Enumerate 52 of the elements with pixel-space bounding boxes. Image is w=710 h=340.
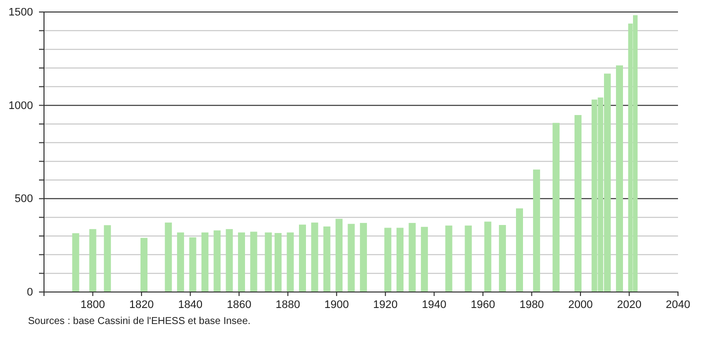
x-tick-label: 1920 bbox=[373, 298, 398, 311]
x-tick-label: 1840 bbox=[178, 298, 203, 311]
x-tick-label: 2040 bbox=[666, 298, 690, 311]
x-tick-label: 2020 bbox=[616, 298, 642, 311]
bar bbox=[464, 226, 472, 292]
bar bbox=[552, 122, 560, 292]
source-note: Sources : base Cassini de l'EHESS et base Insee. bbox=[28, 316, 251, 327]
bar bbox=[177, 232, 184, 292]
y-tick-label: 0 bbox=[26, 286, 33, 299]
bar bbox=[445, 226, 452, 292]
bar bbox=[104, 225, 111, 292]
x-tick-label: 1880 bbox=[276, 298, 300, 311]
bar bbox=[323, 226, 330, 292]
y-tick-label: 1500 bbox=[8, 6, 33, 19]
bar bbox=[396, 228, 404, 292]
bar bbox=[238, 232, 246, 292]
x-tick-label: 1860 bbox=[226, 298, 252, 311]
bar bbox=[574, 115, 582, 292]
bar bbox=[89, 229, 96, 292]
y-tick-label: 1000 bbox=[8, 100, 33, 112]
bar bbox=[164, 222, 172, 292]
bar bbox=[214, 230, 221, 292]
bar bbox=[201, 232, 208, 292]
bar bbox=[286, 232, 294, 292]
bar bbox=[498, 224, 506, 292]
x-tick-label: 1900 bbox=[324, 298, 349, 311]
bar bbox=[348, 224, 355, 292]
x-tick-label: 1980 bbox=[519, 298, 544, 311]
bar bbox=[408, 222, 416, 292]
x-tick-label: 2000 bbox=[568, 298, 593, 311]
bar bbox=[72, 233, 80, 292]
bar bbox=[298, 224, 306, 292]
x-tick-label: 1800 bbox=[80, 298, 106, 311]
x-tick-label: 1820 bbox=[129, 298, 154, 311]
bar bbox=[384, 228, 392, 292]
bar bbox=[484, 222, 492, 292]
bar bbox=[360, 222, 367, 292]
bar bbox=[420, 226, 428, 292]
y-tick-label: 500 bbox=[14, 193, 33, 206]
bar bbox=[274, 233, 282, 292]
bar bbox=[264, 232, 272, 292]
bar bbox=[226, 229, 233, 292]
x-tick-label: 1940 bbox=[422, 298, 446, 311]
x-tick-label: 1960 bbox=[470, 298, 496, 311]
bar bbox=[189, 237, 196, 292]
bar bbox=[311, 222, 318, 292]
bar bbox=[140, 238, 148, 292]
bar bbox=[616, 65, 623, 292]
bar bbox=[336, 218, 343, 292]
bar bbox=[533, 170, 540, 292]
bar bbox=[250, 232, 258, 292]
bar bbox=[516, 208, 523, 292]
